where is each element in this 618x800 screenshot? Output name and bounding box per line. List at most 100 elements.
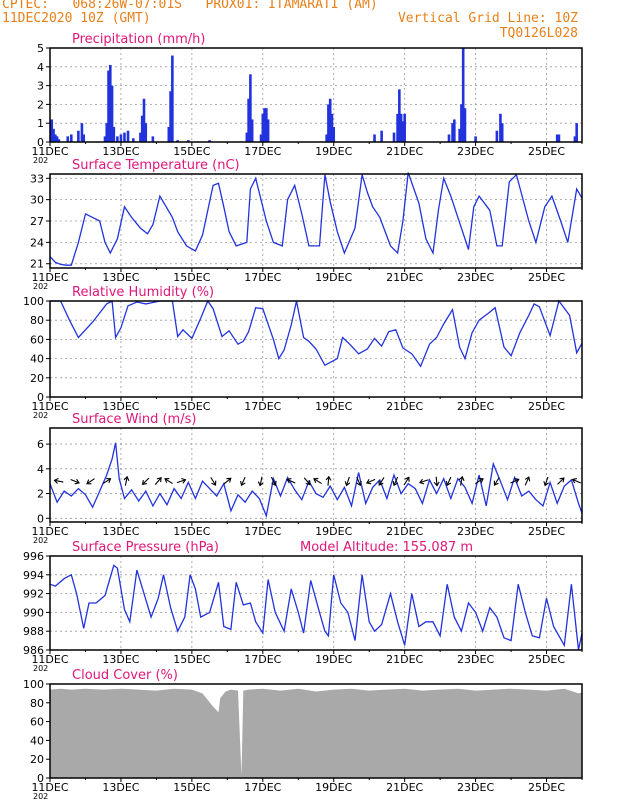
pres-ytick-label: 986 <box>23 644 44 657</box>
wind-title: Surface Wind (m/s) <box>72 412 196 427</box>
wind-arrow-head <box>305 480 311 486</box>
precip-xtick-label: 21DEC <box>386 145 423 158</box>
temp-xtick-label: 25DEC <box>528 271 565 284</box>
pres-ytick-label: 990 <box>23 606 44 619</box>
wind-arrow-head <box>559 477 565 483</box>
pres-xtick-label: 25DEC <box>528 653 565 666</box>
precip-xtick-label: 23DEC <box>457 145 494 158</box>
temp-ytick-label: 30 <box>30 194 44 207</box>
wind-vector-arrow <box>210 477 216 486</box>
rh-xtick-label: 11DEC <box>31 400 68 413</box>
wind-arrow-head <box>53 478 59 484</box>
precip-bar <box>132 138 135 142</box>
precip-bar <box>259 134 263 142</box>
precip-panel: 0 1 2 3 4 5 11DEC 13DEC 15DEC 17DEC 19DEC 21DEC 23DE… <box>31 32 583 165</box>
wind-arrow-head <box>356 480 362 487</box>
cloud-ytick-label: 20 <box>30 753 44 766</box>
wind-arrow-head <box>365 478 372 485</box>
wind-arrow-head <box>156 477 162 483</box>
precip-bar <box>107 70 110 142</box>
precip-bar <box>126 130 130 142</box>
header-location: CPTEC: 068:26W-07:01S PROX01: ITAMARATI … <box>2 0 378 12</box>
precip-bar <box>245 132 249 142</box>
precip-bar <box>495 130 499 142</box>
wind-vector-arrow <box>86 478 95 485</box>
wind-vector-arrow <box>544 476 549 486</box>
precip-bar <box>171 55 174 142</box>
precip-bar <box>396 113 399 142</box>
cloud-area <box>50 688 582 778</box>
wind-ytick-label: 6 <box>37 438 44 451</box>
rh-ytick-label: 40 <box>30 353 44 366</box>
wind-vector-arrow <box>270 476 276 486</box>
precip-bar <box>263 108 266 142</box>
rh-xtick-label: 19DEC <box>315 400 352 413</box>
wind-vector-arrow <box>313 478 322 485</box>
precip-bar <box>332 126 336 142</box>
header-run-time: 11DEC2020 10Z (GMT) <box>2 11 151 26</box>
precip-bar <box>325 134 328 142</box>
temp-ytick-label: 33 <box>30 172 44 185</box>
pres-xtick-label: 13DEC <box>102 653 139 666</box>
wind-xtick-label: 23DEC <box>457 525 494 538</box>
wind-arrow-head <box>344 481 351 487</box>
wind-arrow-head <box>271 480 277 487</box>
rh-ytick-label: 100 <box>23 295 44 308</box>
precip-frame <box>49 47 583 143</box>
temp-xtick-label: 17DEC <box>244 271 281 284</box>
wind-vector-arrow <box>124 476 128 486</box>
precip-bar <box>112 126 116 142</box>
wind-arrow-head <box>164 478 170 484</box>
precip-bar <box>54 134 57 142</box>
precip-bar <box>167 126 171 142</box>
wind-arrow-head <box>74 478 80 485</box>
wind-arrow-head <box>378 480 384 486</box>
precip-bar <box>55 136 59 142</box>
pres-annotation: Model Altitude: 155.087 m <box>300 540 473 555</box>
cloud-ytick-label: 40 <box>30 734 44 747</box>
wind-xtick-label: 15DEC <box>173 525 210 538</box>
wind-vector-arrow <box>494 477 500 486</box>
pres-title: Surface Pressure (hPa) <box>72 540 219 555</box>
precip-bar <box>499 113 502 142</box>
header-model-code: TQ0126L028 <box>499 26 578 41</box>
wind-arrow-head <box>433 481 440 487</box>
precip-ytick-label: 5 <box>37 42 44 55</box>
rh-xtick-label: 13DEC <box>102 400 139 413</box>
cloud-ytick-label: 60 <box>30 716 44 729</box>
rh-line <box>50 299 583 368</box>
pres-plot-area <box>50 556 582 650</box>
precip-bar <box>50 119 54 142</box>
precip-bar <box>328 98 332 142</box>
precip-bar <box>451 123 454 142</box>
wind-xtick-label: 19DEC <box>315 525 352 538</box>
cloud-frame <box>49 683 583 779</box>
wind-vector-arrow <box>403 477 410 486</box>
precip-bar <box>250 119 254 142</box>
pres-ytick-label: 994 <box>23 569 44 582</box>
wind-vector-arrow <box>176 479 186 484</box>
precip-bar <box>463 108 467 142</box>
precip-bar <box>447 134 451 142</box>
precip-xtick-label: 19DEC <box>315 145 352 158</box>
wind-vector-arrow <box>435 476 438 486</box>
precip-bar <box>110 85 114 142</box>
rh-ytick-label: 20 <box>30 372 44 385</box>
precip-bar <box>247 98 250 142</box>
precip-bar <box>380 130 383 142</box>
temp-title: Surface Temperature (nC) <box>72 158 240 173</box>
temp-ytick-label: 21 <box>30 258 44 271</box>
precip-bar <box>373 134 376 142</box>
precip-bar <box>555 134 559 142</box>
cloud-xtick-label: 23DEC <box>457 781 494 794</box>
temp-xtick-label: 19DEC <box>315 271 352 284</box>
cloud-xtick-label: 15DEC <box>173 781 210 794</box>
precip-xtick-label: 15DEC <box>173 145 210 158</box>
precip-bar <box>151 136 155 142</box>
wind-arrow-head <box>524 476 531 482</box>
wind-arrow-head <box>181 478 187 484</box>
cloud-xtick-label: 11DEC <box>31 781 68 794</box>
precip-bar <box>105 123 109 142</box>
wind-arrow-head <box>514 477 520 484</box>
wind-year-label: 202 <box>33 536 48 545</box>
